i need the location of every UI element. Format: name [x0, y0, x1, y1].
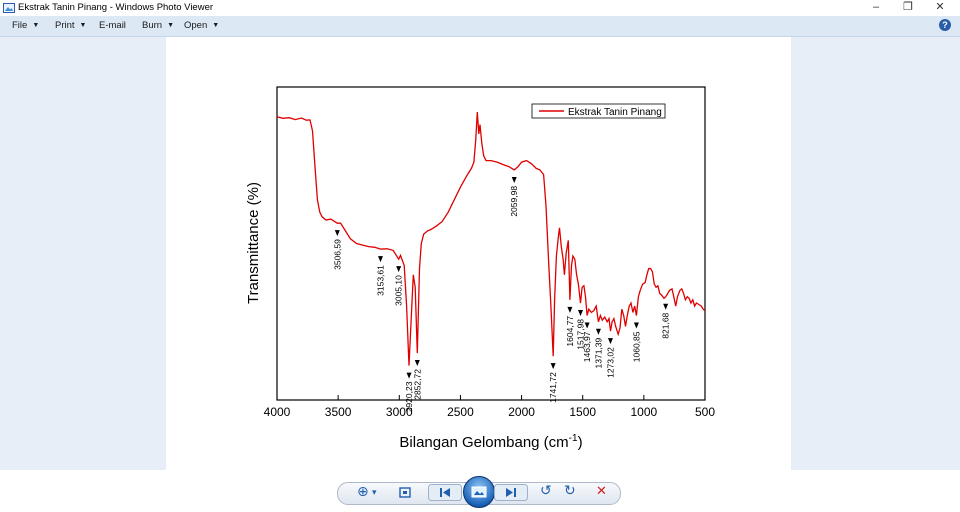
- burn-menu[interactable]: Burn ▼: [142, 20, 174, 31]
- delete-icon[interactable]: ✕: [596, 483, 607, 498]
- peak-marker: [406, 372, 412, 379]
- chevron-down-icon: ▼: [32, 22, 40, 29]
- file-menu[interactable]: File ▼: [12, 20, 39, 31]
- help-icon[interactable]: ?: [939, 19, 951, 31]
- peak-label: 2059,98: [509, 186, 519, 217]
- x-axis-label: Bilangan Gelombang (cm-1): [399, 433, 582, 451]
- chevron-down-icon: ▼: [79, 22, 87, 29]
- zoom-icon[interactable]: ⊕: [357, 483, 369, 499]
- next-button[interactable]: [494, 484, 528, 501]
- restore-button[interactable]: ❐: [903, 1, 913, 13]
- peak-label: 1604,77: [565, 316, 575, 347]
- chevron-down-icon: ▼: [212, 22, 220, 29]
- minimize-button[interactable]: –: [872, 1, 880, 13]
- window-title: Ekstrak Tanin Pinang - Windows Photo Vie…: [18, 2, 214, 13]
- actual-size-icon[interactable]: [398, 484, 412, 501]
- photo-canvas: 4000 3500 3000 2500 2000 1500 1000 500 3506,59 3…: [166, 37, 791, 470]
- peak-marker: [334, 230, 340, 237]
- x-tick-label: 2500: [447, 405, 474, 419]
- burn-menu-label: Burn: [142, 20, 163, 31]
- peak-label: 1517,98: [576, 319, 586, 350]
- peak-label: 1371,39: [593, 337, 603, 368]
- peak-label: 3005,10: [394, 275, 404, 306]
- slideshow-icon: [471, 486, 487, 498]
- peak-marker: [511, 176, 517, 183]
- peak-label: 2920,23: [404, 381, 414, 412]
- x-tick-label: 1500: [569, 405, 596, 419]
- zoom-dropdown-icon[interactable]: ▾: [372, 487, 377, 497]
- file-menu-label: File: [12, 20, 28, 31]
- plot-frame: [276, 86, 706, 401]
- x-tick-label: 4000: [264, 405, 291, 419]
- close-button[interactable]: ✕: [935, 1, 945, 13]
- previous-button[interactable]: [428, 484, 462, 501]
- series-line: [276, 111, 706, 366]
- ftir-chart: 4000 3500 3000 2500 2000 1500 1000 500 3506,59 3…: [245, 86, 715, 451]
- peak-marker: [663, 303, 669, 310]
- email-button[interactable]: E-mail: [99, 20, 126, 31]
- x-tick-label: 3000: [386, 405, 413, 419]
- y-axis-label: Transmittance (%): [245, 182, 262, 304]
- chevron-down-icon: ▼: [167, 22, 175, 29]
- open-menu[interactable]: Open ▼: [184, 20, 219, 31]
- peak-marker: [607, 338, 613, 345]
- peak-label: 2852,72: [412, 369, 422, 400]
- peak-label: 1273,02: [605, 347, 615, 378]
- photo-viewer-icon: [3, 3, 15, 13]
- peak-marker: [567, 306, 573, 313]
- rotate-clockwise-icon[interactable]: ↻: [564, 482, 576, 498]
- title-bar: Ekstrak Tanin Pinang - Windows Photo Vie…: [0, 0, 960, 16]
- peak-marker: [633, 322, 639, 329]
- legend-label: Ekstrak Tanin Pinang: [568, 107, 662, 118]
- x-tick-label: 1000: [631, 405, 658, 419]
- peak-marker: [595, 328, 601, 335]
- peak-marker: [584, 322, 590, 329]
- peak-marker: [414, 360, 420, 367]
- x-tick-label: 3500: [325, 405, 352, 419]
- print-menu[interactable]: Print ▼: [55, 20, 86, 31]
- legend-box: [531, 103, 666, 119]
- peak-marker: [578, 309, 584, 316]
- peak-label: 1060,85: [631, 331, 641, 362]
- rotate-counterclockwise-icon[interactable]: ↺: [540, 482, 552, 498]
- peak-label: 3153,61: [376, 265, 386, 296]
- peak-marker: [396, 266, 402, 273]
- x-tick-label: 2000: [508, 405, 535, 419]
- menu-bar: File ▼ Print ▼ E-mail Burn ▼ Open ▼ ?: [0, 16, 960, 37]
- peak-label: 821,68: [661, 312, 671, 338]
- slideshow-button[interactable]: [463, 476, 495, 508]
- peak-label: 1741,72: [548, 372, 558, 403]
- open-menu-label: Open: [184, 20, 208, 31]
- peak-marker: [378, 256, 384, 263]
- print-menu-label: Print: [55, 20, 75, 31]
- peak-marker: [550, 363, 556, 370]
- peak-label: 3506,59: [332, 239, 342, 270]
- x-tick-label: 500: [695, 405, 715, 419]
- peak-label: 1463,97: [582, 331, 592, 362]
